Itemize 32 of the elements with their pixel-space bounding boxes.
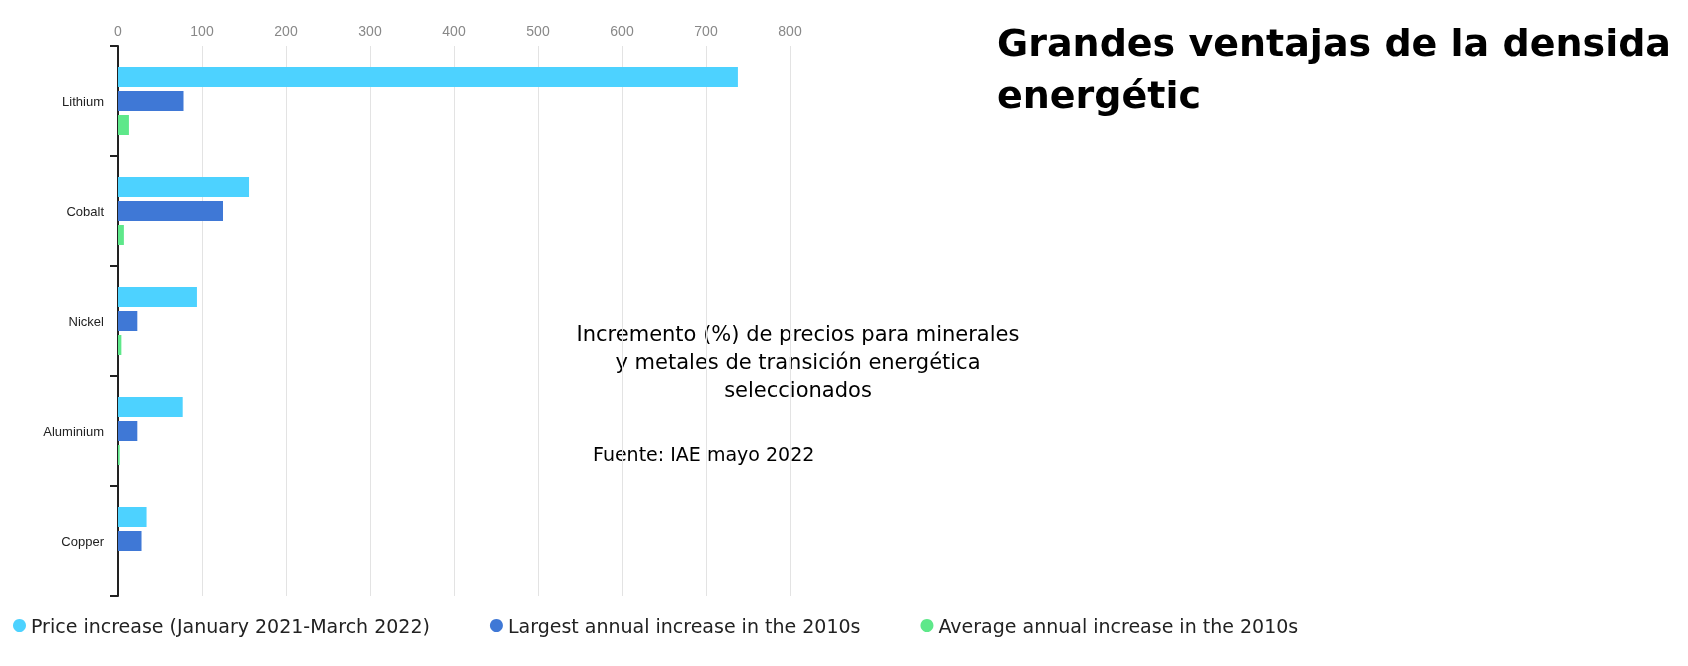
bar <box>118 531 142 551</box>
x-tick-label: 300 <box>358 23 382 39</box>
y-tick-label: Aluminium <box>43 423 104 439</box>
x-tick-label: 600 <box>610 23 634 39</box>
y-tick-label: Nickel <box>68 313 105 329</box>
x-tick-label: 200 <box>274 23 298 39</box>
annotation: Fuente: IAE mayo 2022 <box>593 442 815 465</box>
bar <box>118 311 138 331</box>
y-tick-label: Copper <box>61 533 105 549</box>
bar <box>118 67 738 87</box>
x-tick-label: 700 <box>694 23 718 39</box>
x-tick-label: 400 <box>442 23 466 39</box>
bar <box>118 177 250 197</box>
legend-label: Price increase (January 2021-March 2022) <box>31 614 430 637</box>
bar <box>118 507 147 527</box>
bar <box>118 421 138 441</box>
legend-label: Largest annual increase in the 2010s <box>507 614 861 637</box>
x-tick-label: 500 <box>526 23 550 39</box>
legend-label: Average annual increase in the 2010s <box>938 614 1299 637</box>
text: Grandes ventajas de la densida energétic <box>997 21 1671 117</box>
bar <box>118 287 197 307</box>
bar <box>118 335 122 355</box>
x-tick-label: 100 <box>190 23 214 39</box>
bar <box>118 115 129 135</box>
x-tick-label: 0 <box>114 23 123 39</box>
y-tick-label: Cobalt <box>66 203 105 219</box>
bar <box>118 397 183 417</box>
bar <box>118 225 124 245</box>
y-tick-label: Lithium <box>62 93 104 109</box>
bar <box>118 91 184 111</box>
x-tick-label: 800 <box>778 23 802 39</box>
bar <box>118 201 223 221</box>
